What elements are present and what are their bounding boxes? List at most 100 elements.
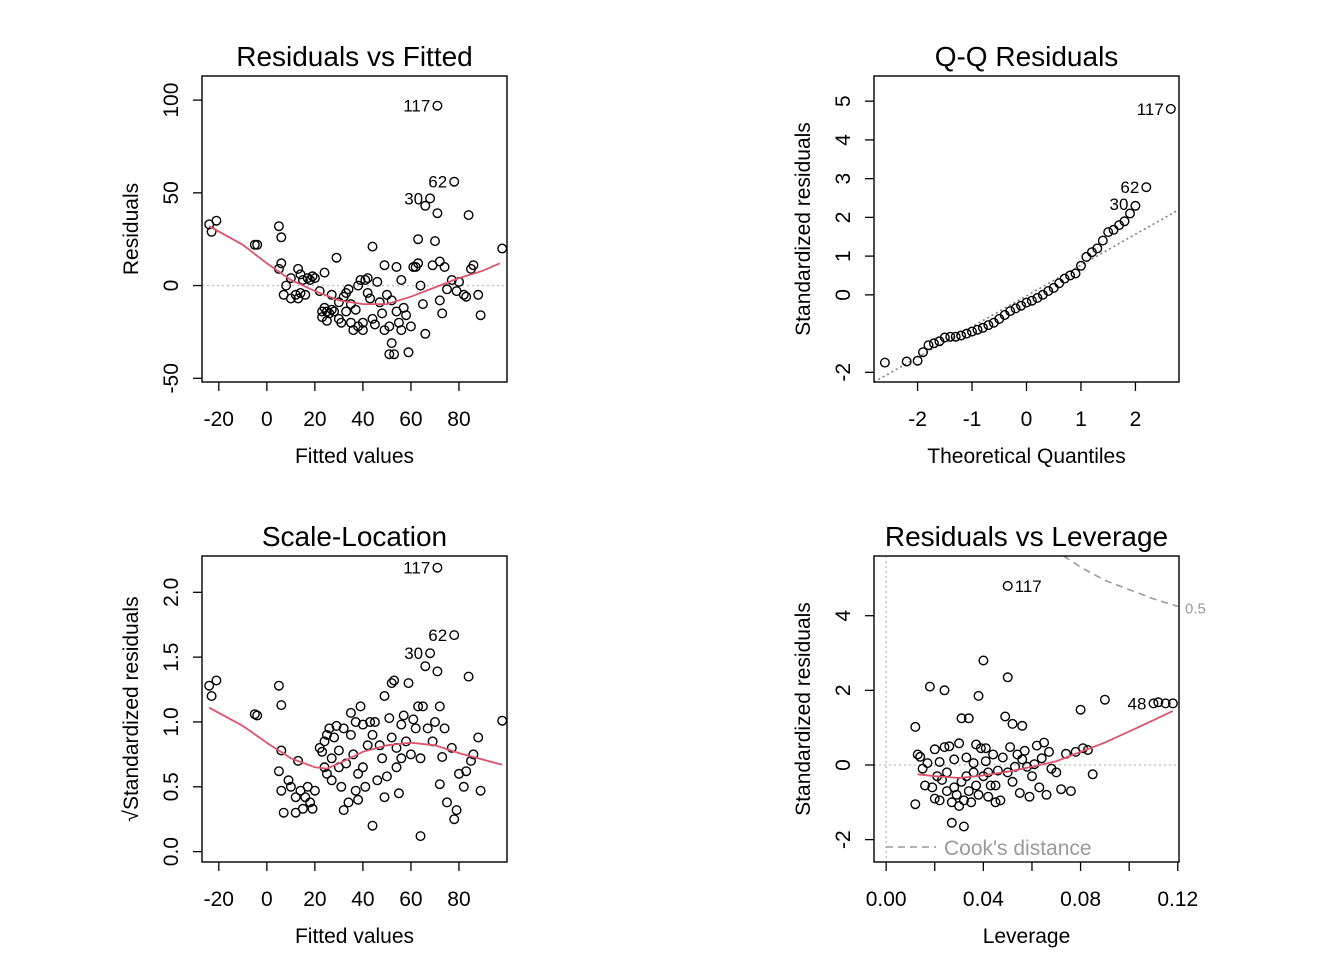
point-label: 62 xyxy=(428,626,447,645)
data-point xyxy=(326,289,337,300)
data-point xyxy=(211,215,222,226)
data-point xyxy=(430,717,441,728)
data-point xyxy=(939,685,950,696)
x-axis-label: Leverage xyxy=(983,925,1071,948)
data-point xyxy=(391,262,402,273)
x-tick-label: -20 xyxy=(204,408,234,431)
residuals-vs-fitted-panel: Residuals vs Fitted Fitted values Residu… xyxy=(120,41,508,468)
data-point xyxy=(995,795,1006,806)
data-point xyxy=(475,310,486,321)
data-point xyxy=(329,732,340,743)
data-point xyxy=(396,753,407,764)
data-point xyxy=(432,562,443,573)
data-point xyxy=(300,289,311,300)
point-label: 117 xyxy=(403,559,430,578)
data-point xyxy=(983,767,994,778)
x-tick-label: 40 xyxy=(351,888,374,911)
data-point xyxy=(425,193,436,204)
data-point xyxy=(276,232,287,243)
data-point xyxy=(413,234,424,245)
x-tick-label: 40 xyxy=(351,408,374,431)
data-point xyxy=(319,736,330,747)
point-label: 117 xyxy=(403,97,430,116)
data-point xyxy=(973,690,984,701)
data-point xyxy=(362,273,373,284)
y-tick-label: 1.0 xyxy=(160,707,183,736)
point-label: 30 xyxy=(404,189,423,208)
panel-title: Residuals vs Leverage xyxy=(885,521,1168,552)
data-point xyxy=(1032,292,1043,303)
data-point xyxy=(369,717,380,728)
data-point xyxy=(372,276,383,287)
data-point xyxy=(326,775,337,786)
data-point xyxy=(973,789,984,800)
point-label: 30 xyxy=(404,644,423,663)
data-point xyxy=(336,781,347,792)
data-point xyxy=(1077,743,1088,754)
data-point xyxy=(968,758,979,769)
data-point xyxy=(1019,745,1030,756)
y-axis-label: Standardized residuals xyxy=(792,602,815,816)
data-point xyxy=(326,304,337,315)
data-point xyxy=(1160,698,1171,709)
plot-frame xyxy=(201,75,508,383)
data-point xyxy=(393,788,404,799)
data-point xyxy=(413,258,424,269)
data-point xyxy=(985,780,996,791)
data-point xyxy=(1103,227,1114,238)
data-point xyxy=(1119,216,1130,227)
data-point xyxy=(396,719,407,730)
data-point xyxy=(912,355,923,366)
qq-reference-line xyxy=(874,208,1179,382)
smoother-line xyxy=(917,710,1174,779)
data-point xyxy=(434,779,445,790)
data-point xyxy=(283,775,294,786)
data-point xyxy=(458,781,469,792)
y-tick-label: -2 xyxy=(832,830,855,849)
x-tick-label: 0 xyxy=(1021,408,1033,431)
y-tick-label: 0 xyxy=(160,280,183,292)
data-point xyxy=(343,284,354,295)
data-point xyxy=(967,326,978,337)
data-point xyxy=(956,713,967,724)
data-point xyxy=(401,310,412,321)
data-point xyxy=(1130,200,1141,211)
data-point xyxy=(389,349,400,360)
y-axis-label: √Standardized residuals xyxy=(120,596,143,821)
data-point xyxy=(297,275,308,286)
data-point xyxy=(276,258,287,269)
x-tick-label: 1 xyxy=(1075,408,1087,431)
data-point xyxy=(355,701,366,712)
y-tick-label: 50 xyxy=(160,181,183,204)
data-point xyxy=(273,766,284,777)
data-point xyxy=(1167,698,1178,709)
data-point xyxy=(977,322,988,333)
data-point xyxy=(963,786,974,797)
data-point xyxy=(432,100,443,111)
data-point xyxy=(307,803,318,814)
data-point xyxy=(405,321,416,332)
data-point xyxy=(290,792,301,803)
data-point xyxy=(362,288,373,299)
data-point xyxy=(910,799,921,810)
data-point xyxy=(1092,243,1103,254)
data-point xyxy=(1043,746,1054,757)
y-tick-label: 2 xyxy=(832,684,855,696)
data-point xyxy=(956,330,967,341)
x-tick-label: -1 xyxy=(963,408,982,431)
data-point xyxy=(468,749,479,760)
data-point xyxy=(988,749,999,760)
data-point xyxy=(1148,698,1159,709)
data-point xyxy=(442,284,453,295)
data-point xyxy=(391,762,402,773)
data-point xyxy=(1099,694,1110,705)
data-point xyxy=(297,803,308,814)
data-point xyxy=(379,691,390,702)
smoother-line xyxy=(208,706,503,770)
data-point xyxy=(1070,268,1081,279)
data-point xyxy=(949,754,960,765)
data-point xyxy=(983,320,994,331)
data-point xyxy=(403,347,414,358)
data-point xyxy=(1021,297,1032,308)
data-point xyxy=(333,745,344,756)
